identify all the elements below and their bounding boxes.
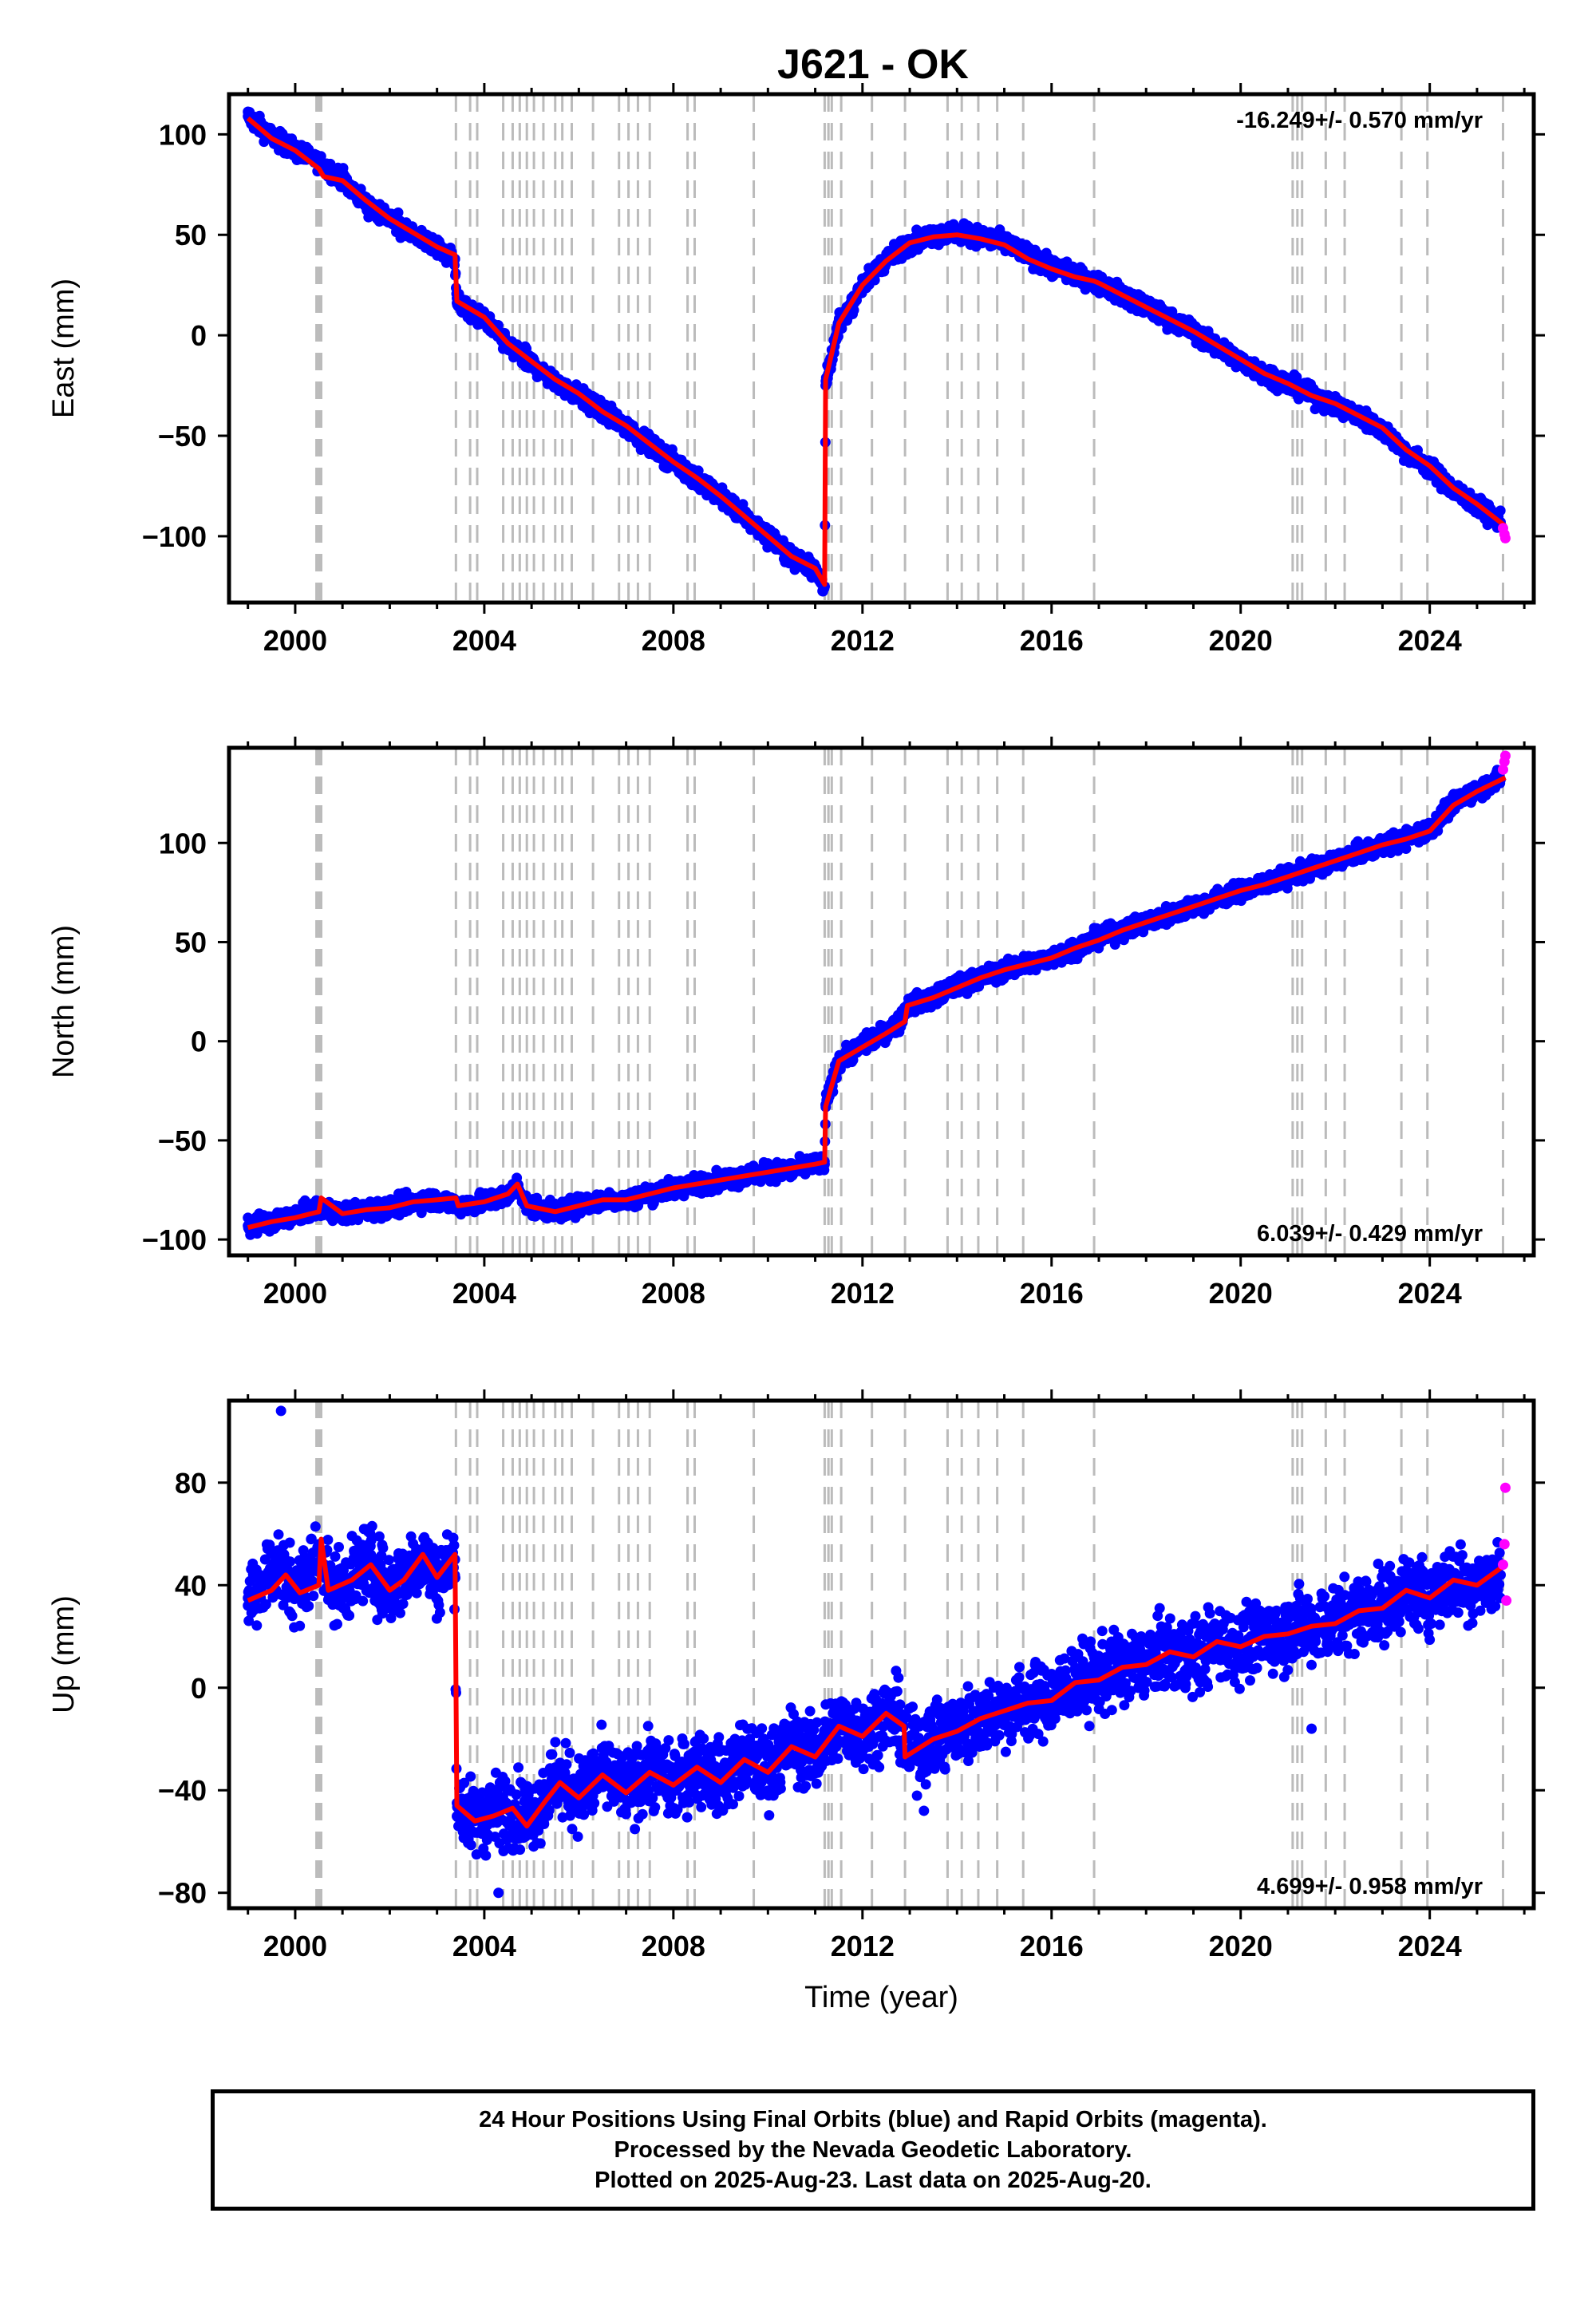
x-tick-label: 2004 <box>452 624 516 657</box>
y-tick-label: 100 <box>159 118 207 151</box>
y-tick-label: 0 <box>191 319 207 352</box>
final-orbit-point <box>1495 505 1506 516</box>
final-orbit-samples <box>243 765 1506 1240</box>
chart-panels: 2000 2004 2008 2012 2016 2020 2024 100 50 0 −50 −10… <box>47 83 1545 2014</box>
panel-east: 2000 2004 2008 2012 2016 2020 2024 100 50 0 −50 −10… <box>47 83 1545 657</box>
y-axis-label: East (mm) <box>47 279 81 418</box>
model-line <box>246 116 1507 587</box>
x-tick-label: 2024 <box>1398 624 1462 657</box>
y-tick-label: −50 <box>158 420 207 453</box>
plot-area <box>243 94 1511 603</box>
x-tick-label: 2012 <box>831 624 895 657</box>
final-orbit-samples <box>243 106 1506 597</box>
x-tick-label: 2020 <box>1209 624 1273 657</box>
panel-north: 2000 2004 2008 2012 2016 2020 2024100500−50−10… <box>47 737 1545 1310</box>
plot-area <box>243 748 1511 1255</box>
y-tick-label: 50 <box>175 219 207 251</box>
rapid-orbit-point <box>1499 532 1511 543</box>
final-orbit-point <box>393 207 404 218</box>
x-tick-label: 2000 <box>263 624 327 657</box>
chart-title: J621 - OK <box>777 41 969 88</box>
x-tick-label: 2016 <box>1020 624 1084 657</box>
y-tick-label: −100 <box>142 520 207 553</box>
plot-frame <box>227 92 1536 605</box>
rate-label: -16.249+/- 0.570 mm/yr <box>1236 108 1483 133</box>
x-tick-label: 2008 <box>642 624 705 657</box>
